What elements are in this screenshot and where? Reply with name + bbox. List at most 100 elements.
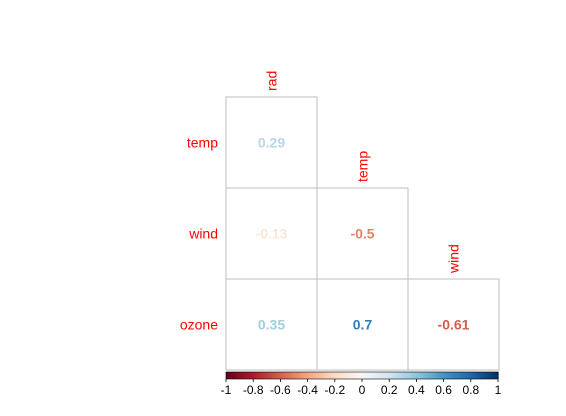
cell-temp-rad xyxy=(225,96,318,189)
colorbar-segment xyxy=(296,372,301,379)
colorbar-segment xyxy=(378,372,382,379)
col-label-rad: rad xyxy=(264,71,280,91)
row-label-temp: temp xyxy=(187,135,218,151)
colorbar-segment xyxy=(462,372,466,379)
cell-ozone-wind xyxy=(407,278,500,371)
colorbar-segment xyxy=(449,372,453,379)
colorbar-segment xyxy=(310,372,314,379)
cell-value-ozone-temp: 0.7 xyxy=(353,317,373,333)
col-label-temp: temp xyxy=(355,151,371,182)
colorbar-segment xyxy=(304,372,309,379)
colorbar-segment xyxy=(362,372,366,379)
colorbar-segment xyxy=(299,372,303,379)
colorbar-segment xyxy=(353,372,358,379)
col-label-wind: wind xyxy=(446,244,462,274)
colorbar-segment xyxy=(408,372,412,379)
colorbar-segment xyxy=(419,372,423,379)
colorbar-segment xyxy=(465,372,469,379)
colorbar-segment xyxy=(421,372,426,379)
colorbar-segment xyxy=(359,372,363,379)
colorbar-segment xyxy=(321,372,325,379)
labels-layer: temp wind ozone rad temp wind xyxy=(180,71,462,333)
colorbar-segment xyxy=(459,372,464,379)
colorbar-segment xyxy=(487,372,491,379)
colorbar-segment xyxy=(269,372,273,379)
colorbar-segment xyxy=(255,372,260,379)
colorbar-segment xyxy=(489,372,494,379)
row-label-ozone: ozone xyxy=(180,317,218,333)
colorbar-segment xyxy=(473,372,477,379)
colorbar-segment xyxy=(424,372,428,379)
colorbar-segment xyxy=(356,372,360,379)
colorbar-segment xyxy=(367,372,371,379)
colorbar-segment xyxy=(345,372,349,379)
colorbar-tick-label: 1 xyxy=(495,383,502,397)
colorbar-segment xyxy=(307,372,311,379)
colorbar-segment xyxy=(234,372,238,379)
colorbar-segment xyxy=(337,372,341,379)
colorbar-segment xyxy=(484,372,488,379)
colorbar-segment xyxy=(478,372,483,379)
colorbar-tick-label: -0.4 xyxy=(297,383,318,397)
colorbar-segment xyxy=(432,372,437,379)
cell-value-ozone-wind: -0.61 xyxy=(438,317,470,333)
colorbar-tick-label: 0.4 xyxy=(408,383,425,397)
cell-value-wind-rad: -0.13 xyxy=(256,226,288,242)
colorbar-segment xyxy=(272,372,276,379)
colorbar-segment xyxy=(318,372,322,379)
colorbar-segment xyxy=(372,372,377,379)
colorbar-segment xyxy=(451,372,456,379)
colorbar-segment xyxy=(250,372,254,379)
colorbar-segment xyxy=(285,372,290,379)
colorbar-segment xyxy=(334,372,339,379)
colorbar-segment xyxy=(340,372,344,379)
colorbar-segment xyxy=(332,372,336,379)
colorbar-segment xyxy=(468,372,472,379)
colorbar-segment xyxy=(391,372,396,379)
colorbar-tick-label: -0.2 xyxy=(324,383,345,397)
colorbar-segment xyxy=(446,372,450,379)
colorbar-segment xyxy=(364,372,369,379)
colorbar-segment xyxy=(410,372,415,379)
cell-value-wind-temp: -0.5 xyxy=(350,226,374,242)
colorbar-segment xyxy=(342,372,347,379)
colorbar-segment xyxy=(239,372,243,379)
colorbar-segment xyxy=(470,372,475,379)
colorbar-segment xyxy=(302,372,306,379)
colorbar-segment xyxy=(430,372,434,379)
colorbar-segment xyxy=(323,372,328,379)
colorbar: -1 -0.8 -0.6 -0.4 -0.2 0 0.2 0.4 0.6 0.8 1 xyxy=(221,371,502,397)
colorbar-tick-label: -1 xyxy=(221,383,232,397)
cell-wind-rad xyxy=(225,187,318,280)
colorbar-segment xyxy=(329,372,333,379)
cell-value-ozone-rad: 0.35 xyxy=(258,317,285,333)
colorbar-tick-label: 0.8 xyxy=(462,383,479,397)
colorbar-segment xyxy=(394,372,398,379)
colorbar-segment xyxy=(492,372,496,379)
colorbar-tick-label: 0.2 xyxy=(381,383,398,397)
colorbar-segment xyxy=(326,372,330,379)
cell-value-temp-rad: 0.29 xyxy=(258,135,285,151)
colorbar-segment xyxy=(381,372,385,379)
colorbar-tick-label: 0.6 xyxy=(435,383,452,397)
colorbar-segment xyxy=(413,372,417,379)
colorbar-segment xyxy=(386,372,390,379)
colorbar-segment xyxy=(440,372,445,379)
colorbar-segment xyxy=(226,372,230,379)
colorbar-segment xyxy=(253,372,257,379)
colorbar-segment xyxy=(370,372,374,379)
colorbar-segment xyxy=(454,372,458,379)
colorbar-segment xyxy=(481,372,485,379)
colorbar-segment xyxy=(283,372,287,379)
colorbar-segment xyxy=(274,372,279,379)
colorbar-segment xyxy=(397,372,401,379)
colorbar-segment xyxy=(247,372,252,379)
colorbar-segment xyxy=(277,372,281,379)
colorbar-segment xyxy=(402,372,407,379)
colorbar-segment xyxy=(383,372,388,379)
colorbar-segment xyxy=(443,372,447,379)
colorbar-segment xyxy=(435,372,439,379)
colorbar-segment xyxy=(291,372,295,379)
colorbar-segment xyxy=(242,372,246,379)
